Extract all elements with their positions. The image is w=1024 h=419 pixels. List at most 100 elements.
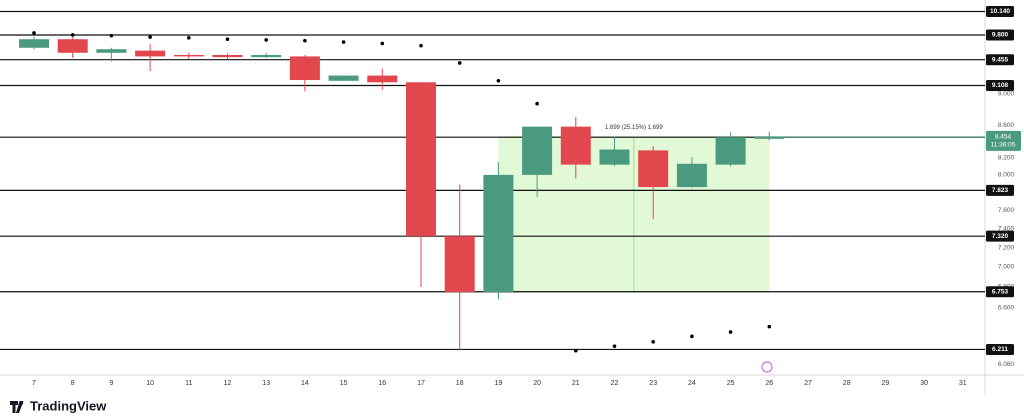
- x-tick-label: 17: [417, 380, 425, 387]
- x-tick-label: 11: [185, 380, 192, 387]
- indicator-dot: [109, 33, 114, 38]
- indicator-dot: [612, 344, 617, 349]
- level-tag: [986, 5, 1014, 17]
- x-tick-label: 15: [340, 380, 348, 387]
- last-price-label: 8.454: [995, 134, 1012, 141]
- countdown: 11:36:05: [991, 142, 1016, 149]
- indicator-dot: [148, 35, 152, 39]
- x-tick-label: 7: [32, 380, 36, 387]
- candle-body: [212, 54, 243, 58]
- level-tag: [986, 54, 1014, 66]
- candle-body: [754, 136, 785, 139]
- candle-body: [328, 75, 359, 81]
- level-label: 9.455: [992, 56, 1009, 63]
- x-tick-label: 13: [262, 380, 270, 387]
- candle-body: [96, 49, 127, 53]
- candle-body: [444, 236, 475, 293]
- level-tag: [986, 343, 1014, 355]
- y-tick-label: 8.000: [998, 172, 1015, 179]
- y-tick-label: 7.600: [998, 207, 1015, 214]
- candle-body: [715, 137, 746, 165]
- x-tick-label: 10: [146, 380, 154, 387]
- candle-body: [289, 56, 320, 81]
- level-tag: [986, 230, 1014, 242]
- last-price-tag: [986, 130, 1021, 151]
- x-tick-label: 18: [456, 380, 464, 387]
- x-tick-label: 26: [765, 380, 773, 387]
- y-tick-label: 9.000: [998, 90, 1015, 97]
- level-label: 9.108: [992, 82, 1009, 89]
- indicator-dot: [264, 38, 269, 42]
- brand-logo-dot: [19, 401, 23, 405]
- x-tick-label: 20: [533, 380, 541, 387]
- level-tag: [986, 79, 1014, 91]
- y-tick-label: 7.000: [998, 264, 1015, 271]
- indicator-dot: [187, 36, 191, 40]
- x-tick-label: 22: [611, 380, 619, 387]
- candle-body: [599, 149, 630, 165]
- indicator-dot: [728, 330, 733, 334]
- y-tick-label: 7.400: [998, 225, 1015, 232]
- indicator-dot: [535, 101, 539, 106]
- indicator-dot: [651, 340, 655, 344]
- x-tick-label: 21: [572, 380, 580, 387]
- x-tick-label: 12: [224, 380, 232, 387]
- replay-icon: [761, 361, 773, 373]
- level-label: 6.211: [992, 346, 1008, 353]
- level-tag: [986, 29, 1014, 41]
- candle-body: [676, 163, 707, 188]
- indicator-dot: [496, 78, 501, 83]
- x-tick-label: 27: [804, 380, 812, 387]
- candle-body: [560, 126, 591, 165]
- candle-body: [19, 39, 49, 48]
- x-tick-label: 16: [378, 380, 386, 387]
- level-label: 7.320: [992, 233, 1009, 240]
- y-tick-label: 7.200: [998, 244, 1015, 251]
- y-tick-label: 6.600: [998, 304, 1015, 311]
- indicator-dot: [225, 37, 230, 42]
- candle-body: [135, 50, 166, 57]
- indicator-dot: [32, 31, 36, 35]
- y-tick-label: 6.080: [998, 361, 1015, 368]
- x-tick-label: 29: [882, 380, 890, 387]
- level-label: 7.823: [992, 187, 1009, 194]
- indicator-dot: [574, 348, 578, 353]
- y-tick-label: 8.600: [998, 122, 1015, 129]
- x-tick-label: 31: [959, 380, 967, 387]
- y-tick-label: 8.200: [998, 155, 1015, 162]
- level-tag: [986, 286, 1014, 298]
- indicator-dot: [70, 33, 75, 37]
- level-label: 9.800: [992, 32, 1009, 39]
- x-tick-label: 14: [301, 380, 309, 387]
- indicator-dot: [457, 61, 462, 65]
- candle-body: [638, 150, 669, 188]
- indicator-dot: [341, 40, 346, 44]
- x-tick-label: 23: [649, 380, 657, 387]
- candle-body: [251, 54, 282, 58]
- level-tag: [986, 184, 1014, 196]
- candle-body: [406, 82, 436, 237]
- x-tick-label: 30: [920, 380, 928, 387]
- x-tick-label: 8: [71, 380, 75, 387]
- indicator-dot: [380, 41, 385, 46]
- candle-body: [483, 174, 514, 293]
- indicator-dot: [690, 334, 694, 339]
- level-label: 10.140: [990, 8, 1010, 15]
- x-tick-label: 19: [495, 380, 503, 387]
- indicator-dot: [419, 43, 423, 48]
- candle-body: [367, 75, 398, 83]
- level-label: 6.753: [992, 288, 1009, 295]
- icon-circle: [761, 361, 773, 373]
- x-tick-label: 9: [109, 380, 113, 387]
- indicator-dot: [767, 324, 772, 329]
- brand: TradingView: [10, 398, 107, 413]
- x-tick-label: 28: [843, 380, 851, 387]
- x-tick-label: 25: [727, 380, 735, 387]
- candle-body: [522, 126, 553, 175]
- brand-name: TradingView: [30, 398, 107, 413]
- candle-body: [57, 39, 88, 53]
- indicator-dot: [303, 38, 307, 43]
- x-tick-label: 24: [688, 380, 696, 387]
- measure-label: 1.699 (25.15%) 1,699: [605, 125, 663, 131]
